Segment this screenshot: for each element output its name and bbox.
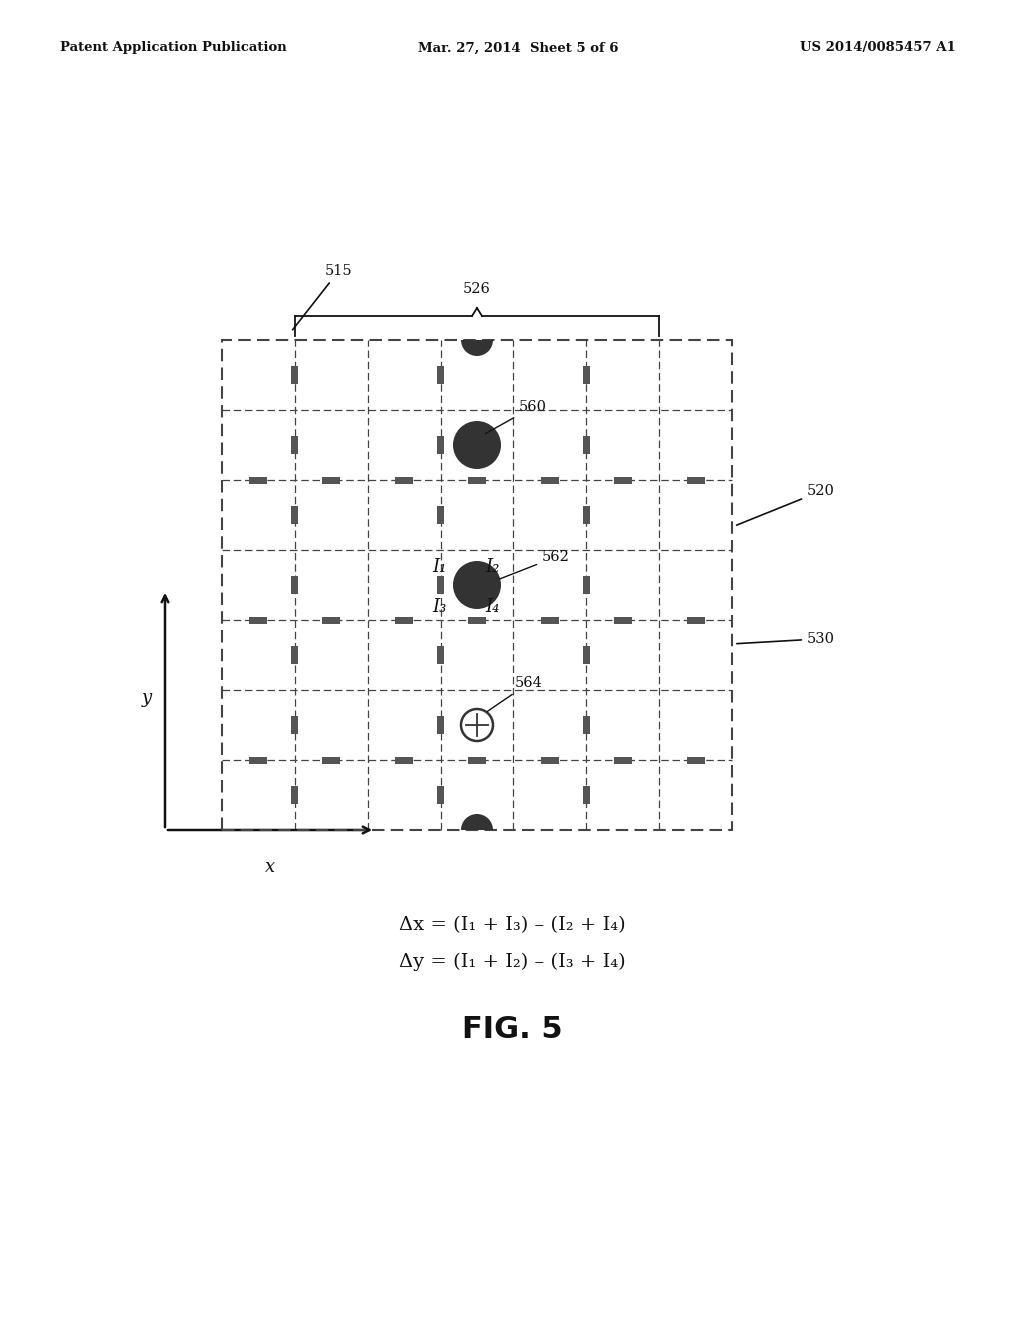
Bar [292,715,298,734]
Text: FIG. 5: FIG. 5 [462,1015,562,1044]
Text: 515: 515 [293,264,352,330]
Bar [222,341,732,830]
Bar [292,506,298,524]
Bar [613,756,632,763]
Bar [437,785,444,804]
Circle shape [461,709,493,741]
Text: I₃: I₃ [432,598,447,616]
Bar [437,366,444,384]
Bar [292,785,298,804]
Bar [323,756,340,763]
Bar [541,756,559,763]
Bar [395,616,413,623]
Bar [468,756,486,763]
Bar [583,785,590,804]
Text: 526: 526 [463,282,490,296]
Text: Patent Application Publication: Patent Application Publication [60,41,287,54]
Text: Δy = (I₁ + I₂) – (I₃ + I₄): Δy = (I₁ + I₂) – (I₃ + I₄) [398,953,626,972]
Text: 530: 530 [737,632,835,645]
Text: 562: 562 [500,550,570,579]
Bar [250,477,267,483]
Bar [686,616,705,623]
Bar [323,616,340,623]
Bar [583,576,590,594]
Bar [292,645,298,664]
Text: Mar. 27, 2014  Sheet 5 of 6: Mar. 27, 2014 Sheet 5 of 6 [418,41,618,54]
Text: I₁: I₁ [432,558,447,576]
Bar [395,477,413,483]
Text: 520: 520 [736,484,835,525]
Text: I₂: I₂ [485,558,500,576]
Bar [583,506,590,524]
Bar [541,616,559,623]
Wedge shape [461,341,493,356]
Bar [613,616,632,623]
Text: US 2014/0085457 A1: US 2014/0085457 A1 [800,41,955,54]
Bar [583,645,590,664]
Circle shape [453,421,501,469]
Text: I₄: I₄ [485,598,500,616]
Bar [292,366,298,384]
Bar [250,756,267,763]
Bar [583,366,590,384]
Bar [292,436,298,454]
Text: x: x [265,858,275,876]
Text: 564: 564 [487,676,543,711]
Bar [437,436,444,454]
Bar [437,715,444,734]
Bar [686,756,705,763]
Wedge shape [461,814,493,830]
Bar [292,576,298,594]
Bar [437,645,444,664]
Bar [468,477,486,483]
Bar [583,436,590,454]
Bar [541,477,559,483]
Bar [613,477,632,483]
Bar [686,477,705,483]
Text: Δx = (I₁ + I₃) – (I₂ + I₄): Δx = (I₁ + I₃) – (I₂ + I₄) [398,916,626,935]
Bar [437,576,444,594]
Bar [468,616,486,623]
Bar [250,616,267,623]
Text: y: y [142,689,152,708]
Circle shape [453,561,501,609]
Bar [323,477,340,483]
Bar [437,506,444,524]
Bar [395,756,413,763]
Bar [583,715,590,734]
Text: 560: 560 [485,400,547,434]
